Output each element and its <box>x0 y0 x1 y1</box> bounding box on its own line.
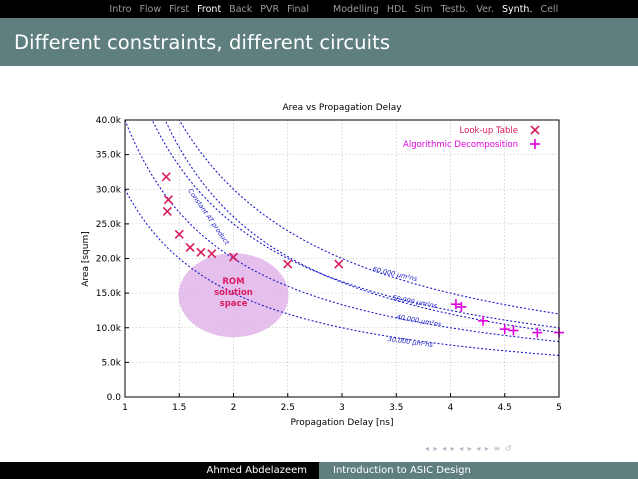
y-tick-label: 15.0k <box>96 289 122 299</box>
x-tick-label: 1.5 <box>172 403 186 413</box>
alg-data-point <box>478 315 489 326</box>
nav-item-testb[interactable]: Testb. <box>440 3 469 15</box>
rom-annotation-line: ROM <box>222 277 244 287</box>
nav-item-flow[interactable]: Flow <box>139 3 162 15</box>
y-tick-label: 0.0 <box>107 393 122 403</box>
tick-layer: 1 1.5 2 2.5 3 3.5 4 4.5 5 0.0 5.0k 10.0k 15.0k 20.0k 2… <box>96 116 562 413</box>
constant-at-curve <box>151 120 559 329</box>
rom-solution-region <box>178 253 289 338</box>
annotation-region-layer <box>178 253 289 338</box>
constant-at-curve <box>125 120 559 343</box>
legend-label: Look-up Table <box>460 126 518 136</box>
footer-course: Introduction to ASIC Design <box>333 465 471 476</box>
lut-data-point <box>161 172 171 182</box>
nav-item-synth[interactable]: Synth. <box>502 3 533 15</box>
nav-right-group: Modelling HDL Sim Testb. Ver. Synth. Cell <box>319 0 638 18</box>
footer-author-box: Ahmed Abdelazeem <box>0 462 319 479</box>
x-tick-label: 2 <box>231 403 237 413</box>
curve-label: 40,000 µm²ns <box>396 313 443 329</box>
lut-data-point <box>207 249 217 259</box>
slide-title-bar: Different constraints, different circuit… <box>0 18 638 66</box>
footer-author: Ahmed Abdelazeem <box>206 465 308 476</box>
x-tick-label: 1 <box>122 403 128 413</box>
curve-layer <box>125 120 559 356</box>
y-tick-label: 30.0k <box>96 185 122 195</box>
x-tick-label: 4.5 <box>498 403 512 413</box>
y-tick-label: 10.0k <box>96 324 122 334</box>
curve-label: 60,000 µm²ns <box>372 265 419 283</box>
y-axis-label: Area [squm] <box>81 231 91 286</box>
y-tick-label: 40.0k <box>96 116 122 126</box>
x-tick-label: 2.5 <box>281 403 295 413</box>
legend-label: Algorithmic Decomposition <box>403 140 518 150</box>
lut-data-point <box>283 259 293 269</box>
lut-data-point <box>185 242 195 252</box>
x-tick-label: 3.5 <box>389 403 403 413</box>
lut-data-point <box>228 252 239 262</box>
lut-data-point <box>163 195 173 205</box>
nav-item-sim[interactable]: Sim <box>414 3 433 15</box>
nav-item-ver[interactable]: Ver. <box>476 3 494 15</box>
constant-at-curve <box>125 189 559 356</box>
lut-data-point <box>174 229 184 239</box>
nav-item-hdl[interactable]: HDL <box>386 3 407 15</box>
nav-item-intro[interactable]: Intro <box>109 3 132 15</box>
rom-annotation-line: space <box>220 299 248 309</box>
footer-course-box: Introduction to ASIC Design <box>319 462 638 479</box>
chart-title: Area vs Propagation Delay <box>282 103 402 113</box>
chart-legend: Look-up Table Algorithmic Decomposition <box>403 125 540 150</box>
nav-item-cell[interactable]: Cell <box>540 3 559 15</box>
beamer-navigation-controls[interactable]: ◂ ▸ ◂ ▸ ◂ ▸ ◂ ▸ ≡ ↺ <box>425 444 513 453</box>
point-layer <box>161 172 564 338</box>
alg-data-point <box>532 327 543 338</box>
alg-data-point <box>499 324 510 335</box>
curve-label: 30,000 µm²ns <box>387 335 434 349</box>
alg-data-point <box>508 325 519 336</box>
curve-label: 50,000 µm²ns <box>392 294 439 311</box>
chart-grid <box>125 120 559 397</box>
nav-item-first[interactable]: First <box>169 3 190 15</box>
y-tick-label: 35.0k <box>96 151 122 161</box>
legend-marker-plus <box>530 139 540 149</box>
x-tick-label: 5 <box>556 403 562 413</box>
nav-item-modelling[interactable]: Modelling <box>333 3 379 15</box>
alg-data-point <box>456 301 467 312</box>
y-tick-label: 25.0k <box>96 220 122 230</box>
slide-footer: Ahmed Abdelazeem Introduction to ASIC De… <box>0 462 638 479</box>
section-navigation-bar: Intro Flow First Front Back PVR Final Modellin… <box>0 0 638 18</box>
nav-item-back[interactable]: Back <box>229 3 253 15</box>
lut-data-point <box>334 259 344 269</box>
constant-at-curve <box>164 120 559 334</box>
y-tick-label: 5.0k <box>101 358 121 368</box>
rom-annotation-line: solution <box>214 288 253 298</box>
y-tick-label: 20.0k <box>96 255 122 265</box>
nav-item-final[interactable]: Final <box>287 3 309 15</box>
slide-title: Different constraints, different circuit… <box>14 30 391 54</box>
area-vs-delay-chart: Area vs Propagation Delay ROMsolutionspa… <box>81 103 564 428</box>
legend-marker-x <box>530 125 540 135</box>
lut-data-point <box>196 247 206 257</box>
x-axis-label: Propagation Delay [ns] <box>291 418 394 428</box>
lut-data-point <box>162 206 172 216</box>
nav-left-group: Intro Flow First Front Back PVR Final <box>0 0 319 18</box>
alg-data-point <box>450 299 461 310</box>
nav-item-pvr[interactable]: PVR <box>260 3 280 15</box>
x-tick-label: 3 <box>339 403 345 413</box>
x-tick-label: 4 <box>448 403 454 413</box>
nav-item-front[interactable]: Front <box>197 3 222 15</box>
